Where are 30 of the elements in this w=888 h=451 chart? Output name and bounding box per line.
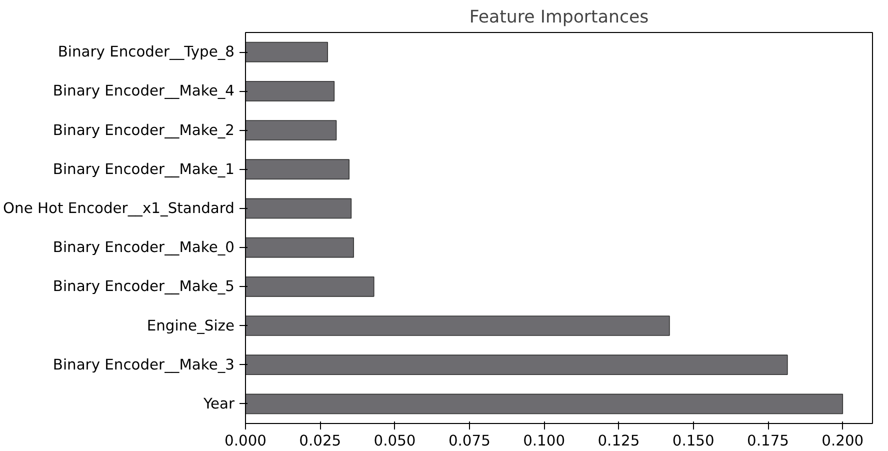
y-tick-label: Binary Encoder__Make_5: [52, 278, 234, 296]
chart-title: Feature Importances: [469, 8, 649, 28]
y-tick-label: One Hot Encoder__x1_Standard: [3, 200, 235, 217]
x-tick-label: 0.050: [374, 432, 416, 450]
x-tick-label: 0.000: [224, 432, 266, 450]
x-tick-label: 0.075: [448, 432, 490, 450]
y-tick-label: Binary Encoder__Make_1: [52, 160, 234, 178]
x-tick-label: 0.175: [747, 432, 789, 450]
x-tick-label: 0.025: [299, 432, 342, 450]
y-tick-label: Year: [202, 395, 236, 412]
x-tick-label: 0.125: [598, 432, 640, 450]
bar: [246, 120, 337, 140]
bar: [246, 42, 328, 62]
y-tick-label: Engine_Size: [146, 317, 235, 334]
bar: [246, 80, 335, 102]
x-tick-label: 0.150: [672, 432, 714, 450]
y-tick-label: Binary Encoder__Make_3: [52, 356, 234, 374]
y-tick-label: Binary Encoder__Type_8: [58, 44, 235, 61]
bar: [246, 354, 788, 376]
bar: [246, 276, 374, 297]
y-tick-label: Binary Encoder__Make_0: [52, 239, 234, 256]
bar: [246, 159, 350, 180]
bar: [246, 394, 844, 414]
bar: [246, 237, 354, 258]
y-tick-label: Binary Encoder__Make_2: [52, 122, 234, 139]
bar: [246, 198, 352, 219]
y-tick-label: Binary Encoder__Make_4: [52, 82, 234, 100]
x-tick-label: 0.200: [822, 432, 864, 450]
x-tick-label: 0.100: [523, 432, 566, 450]
bar: [246, 316, 670, 336]
